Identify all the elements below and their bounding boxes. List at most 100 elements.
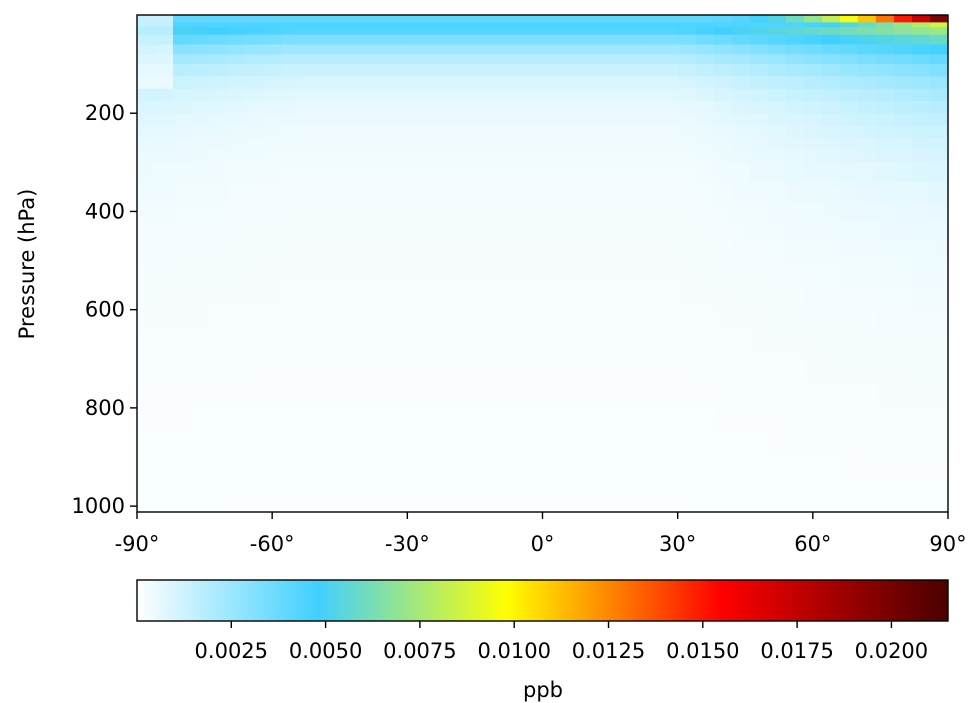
heatmap-cell [929, 260, 948, 286]
heatmap-cell [713, 407, 733, 434]
heatmap-cell [227, 432, 246, 458]
heatmap-cell [893, 201, 913, 222]
heatmap-cell [299, 76, 318, 90]
heatmap-cell [497, 481, 517, 512]
heatmap-cell [479, 201, 499, 222]
heatmap-cell [857, 201, 877, 222]
heatmap-cell [857, 221, 877, 242]
heatmap-cell [173, 456, 192, 483]
heatmap-cell [317, 383, 336, 409]
heatmap-cell [695, 334, 715, 360]
heatmap-cell [515, 125, 535, 139]
heatmap-cell [389, 358, 408, 384]
heatmap-cell [803, 162, 823, 183]
heatmap-cell [263, 407, 282, 434]
heatmap-cell [551, 260, 571, 286]
heatmap-cell [659, 240, 679, 262]
heatmap-cell [173, 88, 192, 102]
heatmap-cell [695, 27, 715, 36]
heatmap-cell [335, 54, 354, 65]
heatmap-cell [929, 76, 948, 90]
heatmap-cell [803, 432, 823, 458]
heatmap-cell [677, 432, 697, 458]
heatmap-cell [335, 76, 354, 90]
heatmap-cell [731, 432, 751, 458]
heatmap-cell [839, 88, 859, 102]
heatmap-cell [929, 137, 948, 151]
heatmap-cell [479, 334, 499, 360]
heatmap-cell [299, 358, 318, 384]
heatmap-cell [353, 34, 372, 46]
heatmap-cell [245, 240, 264, 262]
heatmap-cell [911, 456, 931, 483]
heatmap-cell [785, 15, 805, 23]
heatmap-cell [479, 221, 499, 242]
heatmap-cell [263, 44, 282, 55]
heatmap-cell [695, 407, 715, 434]
heatmap-cell [317, 456, 336, 483]
heatmap-cell [731, 150, 751, 163]
heatmap-cell [353, 334, 372, 360]
heatmap-cell [245, 181, 264, 203]
heatmap-cell [533, 88, 553, 102]
heatmap-cell [479, 22, 499, 28]
heatmap-cell [281, 201, 300, 222]
heatmap-cell [407, 76, 426, 90]
heatmap-cell [587, 34, 607, 46]
heatmap-cell [227, 27, 246, 36]
heatmap-cell [443, 150, 462, 163]
heatmap-cell [569, 309, 589, 335]
heatmap-cell [497, 54, 517, 65]
heatmap-cell [479, 34, 499, 46]
heatmap-cell [371, 64, 390, 77]
heatmap-cell [191, 34, 210, 46]
heatmap-cell [461, 64, 481, 77]
heatmap-cell [335, 358, 354, 384]
heatmap-cell [677, 100, 697, 114]
y-axis-label: Pressure (hPa) [15, 189, 39, 340]
heatmap-cell [641, 358, 661, 384]
heatmap-cell [713, 54, 733, 65]
heatmap-cell [641, 432, 661, 458]
heatmap-cell [551, 150, 571, 163]
heatmap-cell [155, 162, 174, 183]
heatmap-cell [749, 125, 769, 139]
heatmap-cell [569, 221, 589, 242]
heatmap-cell [335, 240, 354, 262]
heatmap-cell [857, 22, 877, 28]
heatmap-cell [821, 137, 841, 151]
heatmap-cell [407, 383, 426, 409]
heatmap-cell [641, 221, 661, 242]
heatmap-cell [209, 64, 228, 77]
heatmap-cell [731, 113, 751, 127]
x-tick-label: 60° [794, 532, 831, 556]
heatmap-cell [515, 54, 535, 65]
heatmap-cell [659, 54, 679, 65]
heatmap-cell [551, 34, 571, 46]
heatmap-cell [929, 15, 948, 23]
heatmap-cell [533, 15, 553, 23]
heatmap-cell [659, 309, 679, 335]
heatmap-cell [623, 240, 643, 262]
heatmap-cell [353, 137, 372, 151]
heatmap-cell [875, 260, 895, 286]
heatmap-cell [929, 201, 948, 222]
heatmap-cell [767, 432, 787, 458]
heatmap-cell [731, 15, 751, 23]
heatmap-cell [911, 358, 931, 384]
heatmap-cell [731, 456, 751, 483]
heatmap-cell [569, 76, 589, 90]
heatmap-cell [245, 64, 264, 77]
heatmap-cell [785, 113, 805, 127]
heatmap-cell [623, 76, 643, 90]
heatmap-cell [893, 456, 913, 483]
heatmap-cell [569, 34, 589, 46]
heatmap-cell [659, 88, 679, 102]
heatmap-cell [731, 125, 751, 139]
heatmap-cell [893, 88, 913, 102]
heatmap-cell [587, 54, 607, 65]
heatmap-cell [353, 88, 372, 102]
heatmap-cell [209, 260, 228, 286]
heatmap-cell [839, 22, 859, 28]
heatmap-cell [857, 181, 877, 203]
